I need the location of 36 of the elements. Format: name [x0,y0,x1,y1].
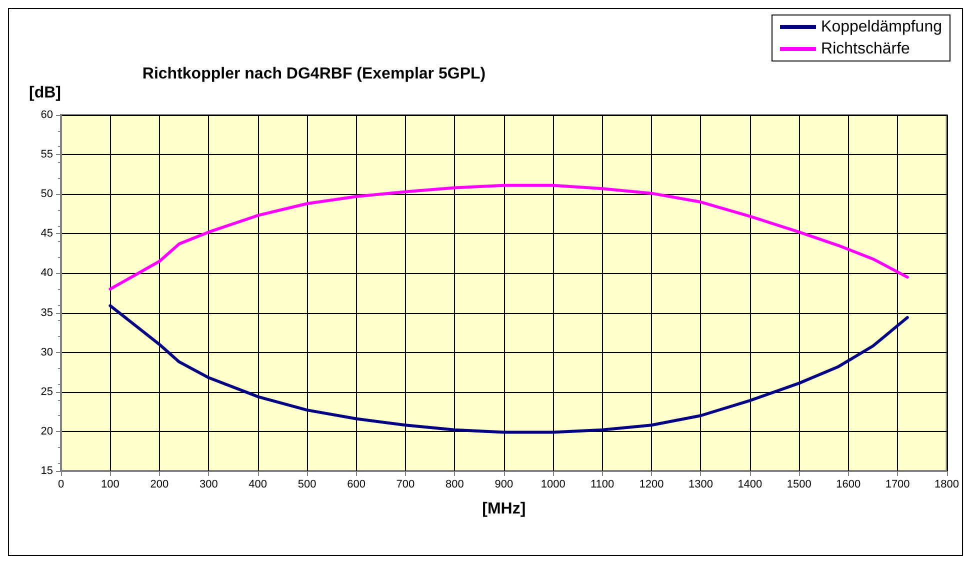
y-tick-label: 35 [40,306,53,319]
y-tick-label: 45 [40,228,53,240]
x-tick-label: 1700 [885,478,910,490]
y-tick-label: 15 [40,465,53,477]
x-tick-label: 1400 [738,478,762,490]
y-tick-label: 60 [40,109,53,121]
x-tick-label: 900 [494,478,514,490]
x-tick-label: 1200 [639,478,664,490]
x-tick-label: 400 [248,478,268,490]
x-tick-label: 300 [199,478,218,490]
y-tick-label: 20 [40,425,53,438]
x-tick-label: 500 [298,478,316,490]
x-tick-label: 0 [58,478,64,490]
x-tick-label: 800 [445,478,464,490]
x-tick-label: 1000 [540,478,566,490]
legend-label: Koppeldämpfung [821,18,942,36]
x-tick-label: 1100 [590,478,614,490]
x-tick-label: 1600 [836,478,861,490]
x-tick-label: 1500 [786,478,812,490]
line-series [108,304,909,434]
y-tick-label: 30 [40,346,53,358]
x-tick-label: 600 [347,478,366,490]
x-tick-label: 100 [101,478,120,490]
y-tick-label: 25 [40,386,53,398]
x-tick-label: 200 [150,478,169,490]
y-tick-label: 40 [40,267,53,280]
legend-label: Richtschärfe [821,40,910,58]
line-series [108,184,909,291]
x-tick-label: 1800 [934,478,960,490]
y-axis-title: [dB] [29,84,61,102]
y-tick-label: 50 [40,188,53,200]
x-tick-label: 1300 [688,478,713,490]
chart-title: Richtkoppler nach DG4RBF (Exemplar 5GPL) [142,66,486,82]
y-tick-label: 55 [40,148,53,161]
x-tick-label: 700 [396,478,415,490]
x-axis-title: [MHz] [482,500,526,518]
